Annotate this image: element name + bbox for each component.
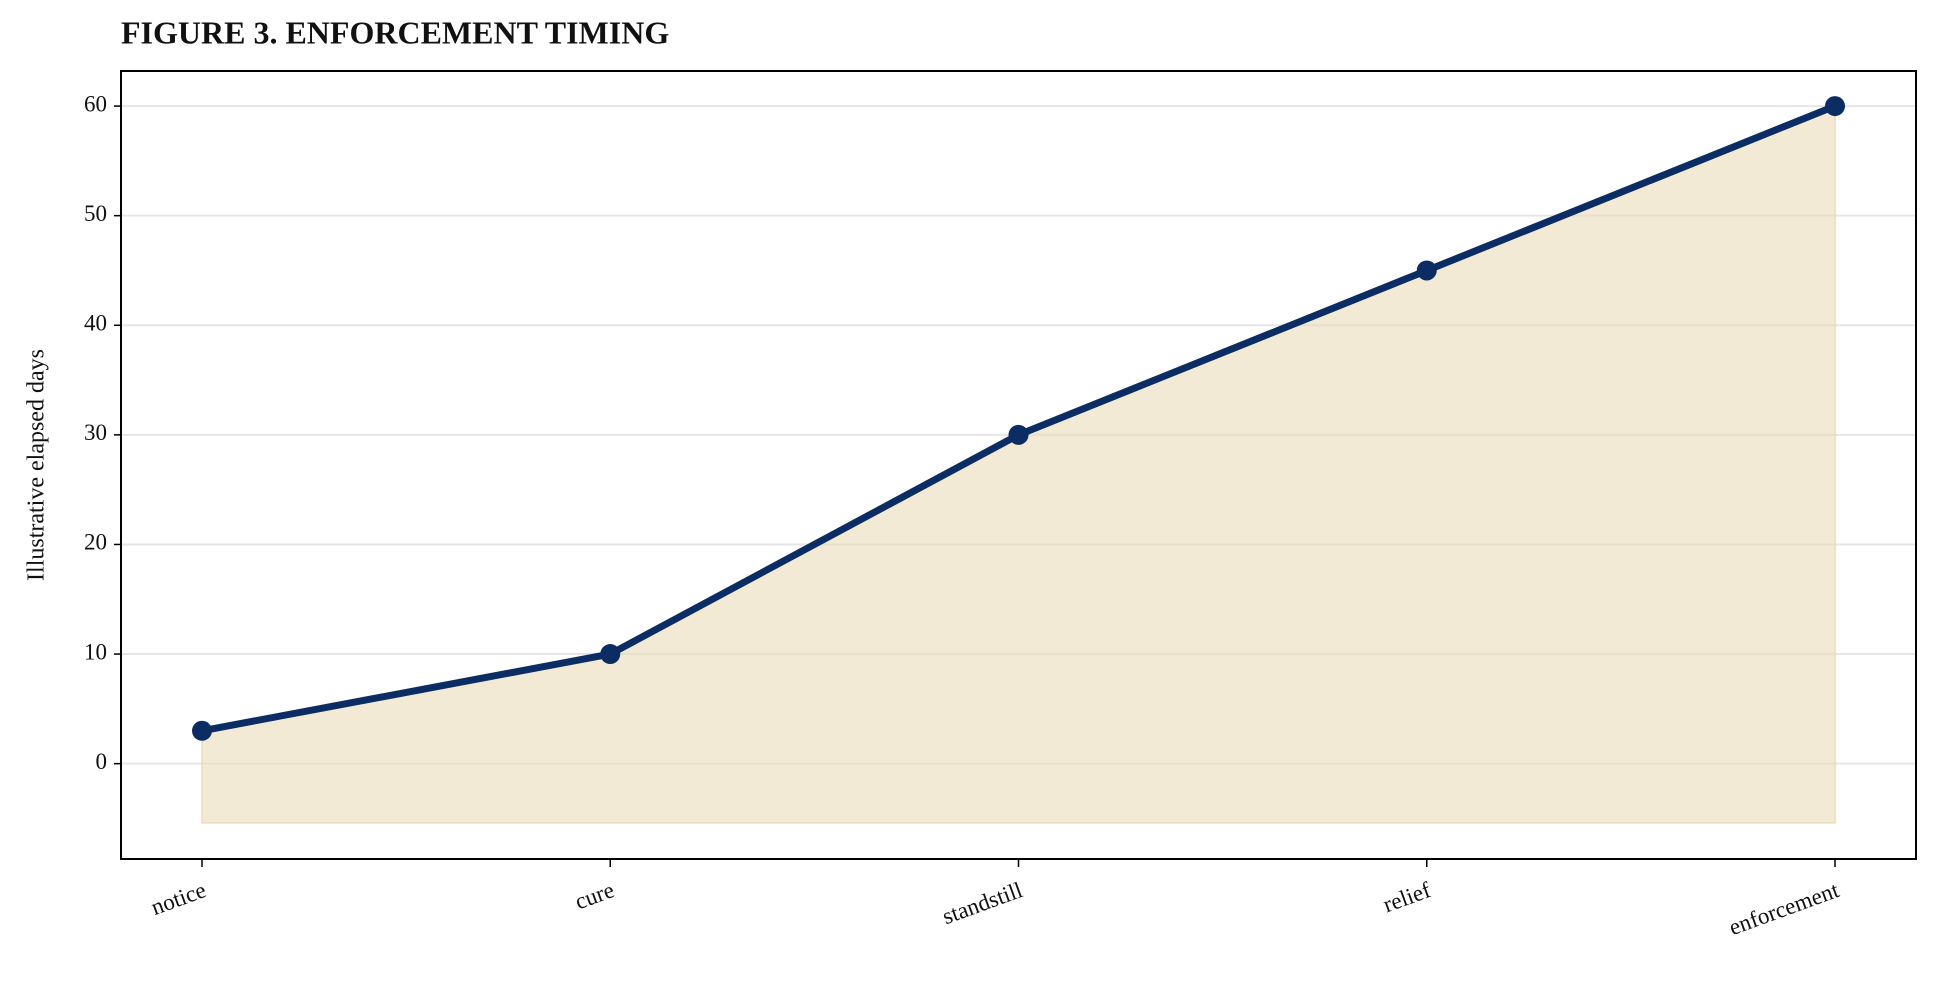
x-tick-label: standstill xyxy=(939,877,1026,929)
point xyxy=(1416,260,1437,281)
point xyxy=(1825,96,1845,117)
point xyxy=(600,644,621,665)
plot-frame xyxy=(120,70,1917,860)
y-tick-label: 50 xyxy=(84,201,107,226)
y-tick-label: 0 xyxy=(96,749,108,774)
y-tick-label: 10 xyxy=(84,639,107,664)
y-tick-label: 30 xyxy=(84,420,107,445)
area xyxy=(201,104,1836,824)
point xyxy=(1008,424,1029,445)
y-tick-label: 60 xyxy=(84,91,107,116)
x-tick-label: cure xyxy=(572,877,618,914)
x-tick-label: notice xyxy=(148,877,209,920)
point xyxy=(192,720,212,741)
x-tick-label: relief xyxy=(1380,877,1434,917)
y-tick-label: 40 xyxy=(84,311,107,336)
x-tick-label: enforcement xyxy=(1726,877,1843,940)
chart-title: FIGURE 3. ENFORCEMENT TIMING xyxy=(121,14,669,50)
y-axis-label: Illustrative elapsed days xyxy=(24,349,50,581)
y-tick-label: 20 xyxy=(84,530,107,555)
